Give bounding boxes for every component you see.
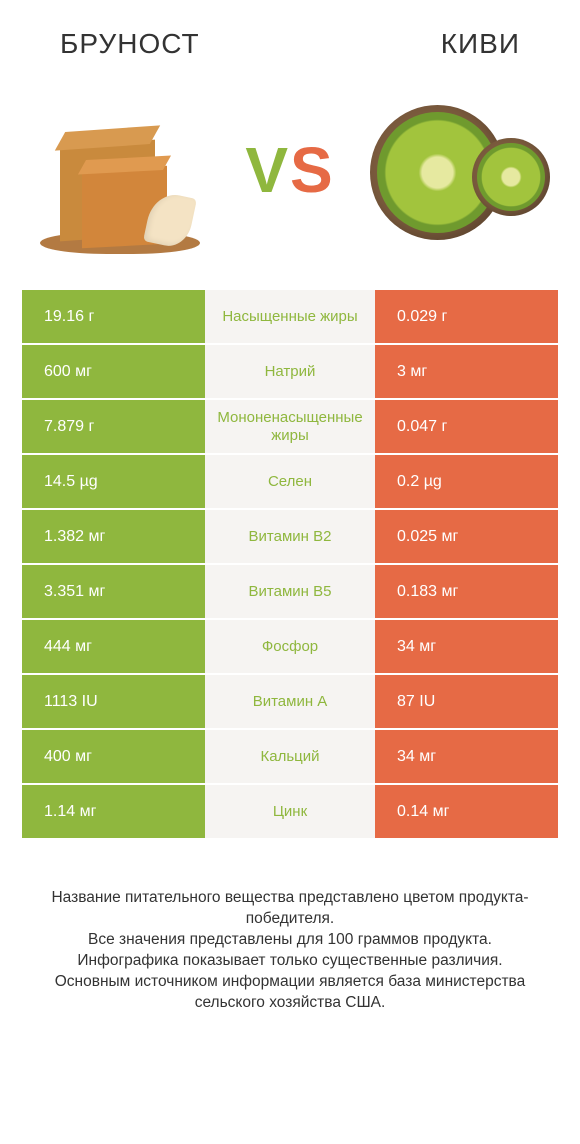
vs-v: V: [245, 134, 290, 206]
value-right: 0.047 г: [375, 400, 558, 453]
table-row: 19.16 гНасыщенные жиры0.029 г: [22, 290, 558, 345]
title-left: БРУНОСТ: [60, 28, 200, 60]
nutrient-label: Натрий: [205, 345, 375, 398]
value-right: 0.14 мг: [375, 785, 558, 838]
value-right: 0.183 мг: [375, 565, 558, 618]
value-right: 0.2 µg: [375, 455, 558, 508]
nutrient-label: Цинк: [205, 785, 375, 838]
value-right: 3 мг: [375, 345, 558, 398]
nutrient-label: Насыщенные жиры: [205, 290, 375, 343]
value-left: 7.879 г: [22, 400, 205, 453]
footer-line: Все значения представлены для 100 граммо…: [22, 930, 558, 951]
table-row: 400 мгКальций34 мг: [22, 730, 558, 785]
table-row: 1.382 мгВитамин B20.025 мг: [22, 510, 558, 565]
value-left: 600 мг: [22, 345, 205, 398]
table-row: 14.5 µgСелен0.2 µg: [22, 455, 558, 510]
value-right: 34 мг: [375, 620, 558, 673]
title-row: БРУНОСТ КИВИ: [0, 0, 580, 70]
footer-line: Название питательного вещества представл…: [22, 888, 558, 930]
value-left: 400 мг: [22, 730, 205, 783]
footer-text: Название питательного вещества представл…: [0, 840, 580, 1014]
nutrient-label: Витамин A: [205, 675, 375, 728]
vs-s: S: [290, 134, 335, 206]
value-left: 14.5 µg: [22, 455, 205, 508]
value-left: 444 мг: [22, 620, 205, 673]
table-row: 600 мгНатрий3 мг: [22, 345, 558, 400]
value-left: 1113 IU: [22, 675, 205, 728]
table-row: 1113 IUВитамин A87 IU: [22, 675, 558, 730]
footer-line: Инфографика показывает только существенн…: [22, 951, 558, 972]
nutrient-label: Селен: [205, 455, 375, 508]
table-row: 1.14 мгЦинк0.14 мг: [22, 785, 558, 840]
kiwi-illustration: [360, 80, 550, 260]
vs-label: VS: [245, 133, 334, 207]
cheese-illustration: [30, 80, 220, 260]
nutrient-label: Витамин B5: [205, 565, 375, 618]
value-left: 1.14 мг: [22, 785, 205, 838]
value-left: 19.16 г: [22, 290, 205, 343]
nutrient-label: Мононенасыщенные жиры: [205, 400, 375, 453]
table-row: 3.351 мгВитамин B50.183 мг: [22, 565, 558, 620]
nutrient-label: Фосфор: [205, 620, 375, 673]
table-row: 444 мгФосфор34 мг: [22, 620, 558, 675]
nutrient-label: Витамин B2: [205, 510, 375, 563]
value-right: 0.025 мг: [375, 510, 558, 563]
value-left: 1.382 мг: [22, 510, 205, 563]
footer-line: Основным источником информации является …: [22, 972, 558, 1014]
value-right: 87 IU: [375, 675, 558, 728]
hero-row: VS: [0, 70, 580, 290]
comparison-table: 19.16 гНасыщенные жиры0.029 г600 мгНатри…: [0, 290, 580, 840]
value-left: 3.351 мг: [22, 565, 205, 618]
nutrient-label: Кальций: [205, 730, 375, 783]
value-right: 0.029 г: [375, 290, 558, 343]
title-right: КИВИ: [441, 28, 520, 60]
table-row: 7.879 гМононенасыщенные жиры0.047 г: [22, 400, 558, 455]
value-right: 34 мг: [375, 730, 558, 783]
